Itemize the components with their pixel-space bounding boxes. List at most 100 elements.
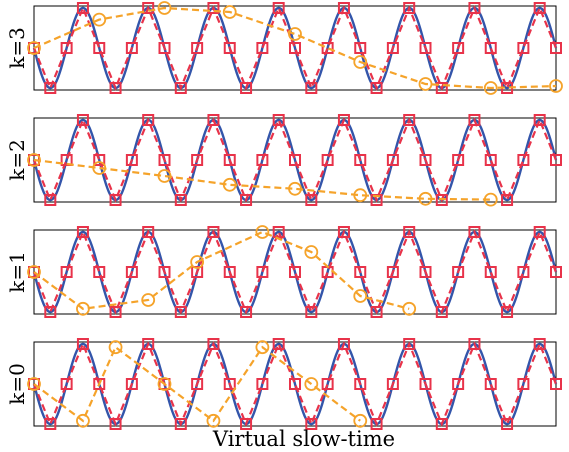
sample-point [403,226,416,238]
sample-point [370,82,383,94]
sample-point [435,418,448,430]
subsampled-point [288,27,302,41]
sample-point [93,266,106,278]
subsampled-point [222,5,237,19]
panels: k=3 k=2 k=1 k=0 [5,1,563,430]
sample-point [256,266,269,278]
subsampled-point [76,301,90,316]
subsampled-point [222,177,237,192]
sample-point [191,266,204,278]
sample-point [207,338,220,350]
sinusoid-line [32,6,558,90]
sample-point [60,266,73,278]
sample-point [44,306,57,318]
sample-point [158,266,171,278]
subsampled-point [141,293,156,307]
sample-point [501,418,514,430]
sample-point [240,306,253,318]
sinusoid-line [32,118,558,202]
sample-point [501,306,514,318]
panel-k=1: k=1 [5,225,562,318]
sample-point [60,154,73,166]
sample-point [305,306,318,318]
subsampled-point [255,225,270,239]
panel-k=0: k=0 [5,338,562,430]
sample-point [468,338,481,350]
subsampled-line [33,230,410,310]
sample-point [468,226,481,238]
x-axis-label: Virtual slow-time [212,427,395,451]
subsampled-point [92,161,107,175]
sample-point [435,306,448,318]
sample-point [125,378,138,390]
panel-label: k=3 [5,27,29,69]
sample-point [28,266,40,278]
sample-point [452,154,465,166]
subsampled-point [157,377,172,391]
sample-point [256,42,269,54]
sample-point [484,266,497,278]
subsampled-point [206,413,221,428]
sample-point [272,226,285,238]
subsampled-point [255,340,270,355]
sample-point [419,378,432,390]
sample-point [533,2,546,14]
sample-point [435,194,448,206]
sample-point [240,418,253,430]
sample-point [109,194,122,206]
subsampled-point [157,169,172,183]
sample-point [289,266,301,278]
sample-point [403,114,416,126]
sample-point [93,154,106,166]
sample-point [28,42,40,54]
subsampled-point [108,340,123,355]
sample-point [484,378,497,390]
sample-point [517,378,530,390]
sample-point [501,194,514,206]
sample-point [142,114,155,126]
sample-point [289,378,301,390]
sample-point [337,338,350,350]
sample-point [125,154,138,166]
sample-point [223,266,236,278]
sinusoid-line [32,230,558,314]
subsampled-point [402,301,417,316]
sample-point [44,82,57,94]
sample-point [321,378,334,390]
sample-point [354,42,367,54]
sample-point [289,42,301,54]
sample-point [272,2,285,14]
sample-point [44,194,57,206]
subsampled-point [304,245,319,259]
sample-point [289,154,301,166]
sample-point [207,226,220,238]
sample-point [76,114,89,126]
sample-point [174,82,187,94]
sample-point [256,378,269,390]
panel-label: k=2 [5,139,29,181]
sample-point [517,266,530,278]
sample-point [370,418,383,430]
sample-point [370,306,383,318]
sample-point [125,266,138,278]
sample-point [354,154,367,166]
sample-point [158,154,171,166]
sample-point [60,42,73,54]
sample-point [533,338,546,350]
sample-point [337,114,350,126]
sample-point [272,338,285,350]
sample-point [354,378,367,390]
sample-point [386,42,399,54]
subsampled-point [418,191,433,206]
sample-point [158,42,171,54]
sample-point [517,154,530,166]
sample-point [158,378,171,390]
sample-point [223,42,236,54]
sample-point [240,82,253,94]
sample-point [305,82,318,94]
sample-point [386,266,399,278]
sample-point [223,154,236,166]
sample-point [93,42,106,54]
sample-point [550,378,562,390]
